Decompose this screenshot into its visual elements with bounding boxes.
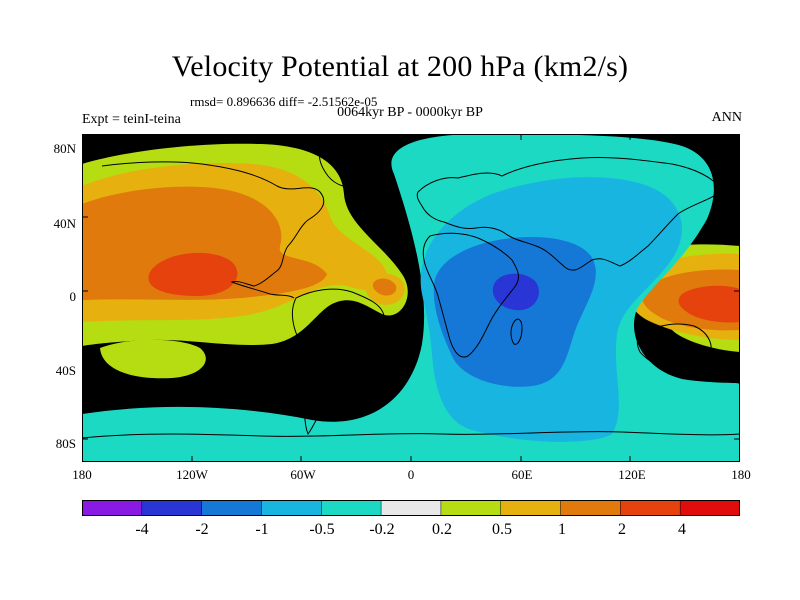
colorbar-cell-3 — [261, 500, 323, 516]
coast-north-america — [101, 161, 325, 299]
lon-label-60e: 60E — [511, 467, 533, 482]
colorbar-label-2: 2 — [618, 521, 626, 538]
coast-greenland — [319, 145, 384, 189]
colorbar-cell-2 — [201, 500, 263, 516]
colorbar-label-05: 0.5 — [492, 521, 512, 538]
coast-madagascar — [510, 318, 523, 345]
moderate-positive-americas — [82, 186, 327, 300]
lat-label-80s: 80S — [55, 436, 76, 451]
lat-label-80n: 80N — [53, 141, 76, 156]
colorbar-cell-10 — [679, 500, 740, 516]
coast-africa — [422, 232, 519, 358]
figure-title: Velocity Potential at 200 hPa (km2/s) — [171, 50, 629, 83]
colorbar-label-neg05: -0.5 — [309, 521, 335, 538]
stats-label: rmsd= 0.896636 diff= -2.51562e-05 — [190, 94, 378, 109]
colorbar — [82, 500, 740, 516]
experiment-label: Expt = teinI-teina — [82, 112, 181, 127]
lon-label-120e: 120E — [618, 467, 646, 482]
map-frame — [82, 134, 740, 462]
period-label: 0064kyr BP - 0000kyr BP — [337, 105, 483, 120]
colorbar-label-1: 1 — [558, 521, 566, 538]
coast-antarctica — [82, 431, 740, 439]
strong-positive-center — [148, 252, 238, 296]
colorbar-cell-1 — [141, 500, 203, 516]
coastlines — [82, 145, 740, 439]
lon-label-60w: 60W — [290, 467, 316, 482]
lon-label-0: 0 — [407, 467, 415, 482]
coast-eurasia — [416, 156, 723, 271]
colorbar-label-neg4: -4 — [135, 521, 149, 538]
colorbar-label-02: 0.2 — [432, 521, 452, 538]
colorbar-cell-0 — [82, 500, 143, 516]
colorbar-cell-6 — [440, 500, 502, 516]
colorbar-cell-4 — [321, 500, 382, 516]
lon-label-180w: 180 — [72, 467, 92, 482]
positive-region-sw-pacific — [100, 339, 206, 379]
lon-label-120w: 120W — [176, 467, 208, 482]
colorbar-cell-8 — [560, 500, 622, 516]
lat-label-40s: 40S — [55, 363, 76, 378]
lon-label-180e: 180 — [731, 467, 751, 482]
colorbar-label-neg2: -2 — [195, 521, 209, 538]
lat-label-0: 0 — [69, 289, 77, 304]
colorbar-cell-9 — [620, 500, 681, 516]
lat-label-40n: 40N — [53, 216, 76, 231]
velocity-potential-map — [82, 134, 740, 462]
colorbar-label-4: 4 — [678, 521, 686, 538]
colorbar-label-neg1: -1 — [255, 521, 269, 538]
coast-australia — [636, 323, 712, 371]
colorbar-label-neg02: -0.2 — [369, 521, 395, 538]
moderate-positive-atlantic — [372, 278, 397, 296]
strong-positive-west-pacific — [678, 285, 740, 323]
season-label: ANN — [711, 110, 742, 125]
coast-south-america — [291, 288, 385, 436]
colorbar-cell-7 — [500, 500, 562, 516]
colorbar-cell-5 — [380, 500, 442, 516]
